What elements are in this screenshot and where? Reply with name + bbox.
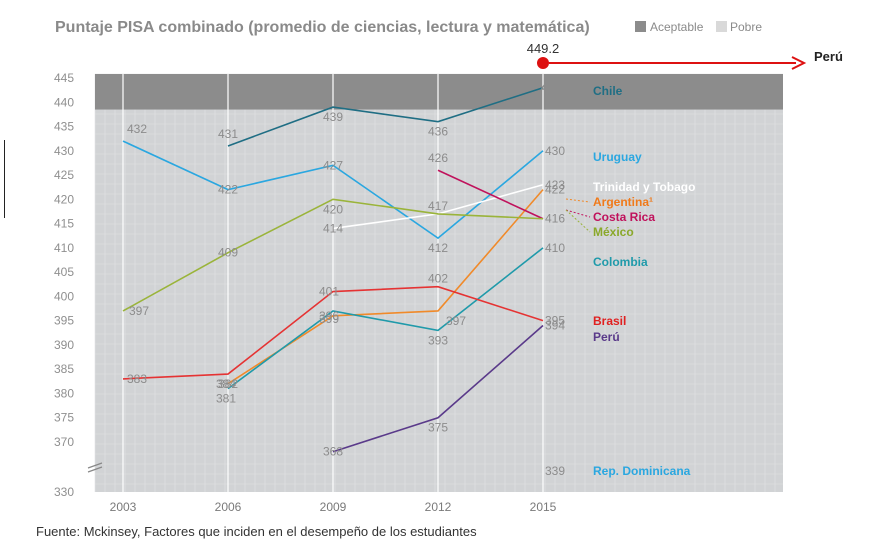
leader-mexico: [565, 209, 591, 233]
legend: Aceptable Pobre: [635, 20, 762, 34]
series-lines: [122, 86, 544, 453]
value-label: 409: [218, 246, 238, 260]
value-label: 394: [545, 319, 565, 333]
y-tick-445: 445: [54, 71, 74, 85]
callout-value: 449.2: [527, 41, 560, 56]
value-label: 402: [428, 272, 448, 286]
x-tick-2006: 2006: [215, 500, 242, 514]
aceptable-band: [95, 74, 783, 110]
value-label: 443: [541, 81, 561, 95]
series-name-colombia: Colombia: [593, 255, 648, 269]
value-label: 395: [545, 314, 565, 328]
series-line-costa-rica: [437, 169, 544, 220]
axis-break: [87, 462, 103, 473]
value-label: 423: [545, 178, 565, 192]
series-name-brasil: Brasil: [593, 314, 626, 328]
y-tick-405: 405: [54, 265, 74, 279]
series-line-per: [332, 324, 544, 453]
series-name-argentina: Argentina¹: [593, 195, 653, 209]
y-tick-425: 425: [54, 168, 74, 182]
value-label: 432: [127, 122, 147, 136]
callout-marker: [537, 57, 549, 69]
chart-title: Puntaje PISA combinado (promedio de cien…: [55, 19, 590, 36]
y-axis: 445 440 435 430 425 420 415 410 405 400 395 390 385 3…: [54, 71, 74, 499]
y-tick-410: 410: [54, 241, 74, 255]
value-label: 414: [323, 221, 343, 235]
value-label: 420: [323, 202, 343, 216]
y-tick-380: 380: [54, 386, 74, 400]
peru-callout: 449.2 Perú: [527, 41, 843, 70]
x-tick-2003: 2003: [110, 500, 137, 514]
leader-argentina: [565, 198, 591, 203]
callout-arrowhead: [791, 56, 807, 70]
value-label: 339: [545, 464, 565, 478]
y-tick-370: 370: [54, 435, 74, 449]
value-label: 375: [428, 421, 448, 435]
value-label: 399: [319, 312, 339, 326]
y-tick-435: 435: [54, 120, 74, 134]
value-label: 383: [127, 372, 147, 386]
plot-background: [95, 74, 783, 492]
series-line-brasil: [122, 285, 544, 380]
value-label: 397: [446, 314, 466, 328]
value-label: 431: [218, 127, 238, 141]
legend-label-pobre: Pobre: [730, 20, 762, 34]
legend-swatch-aceptable: [635, 21, 646, 32]
value-label: 422: [218, 183, 238, 197]
y-tick-415: 415: [54, 217, 74, 231]
value-label: 382: [218, 377, 238, 391]
callout-label: Perú: [814, 49, 843, 64]
source-note: Fuente: Mckinsey, Factores que inciden e…: [36, 524, 477, 539]
x-axis: 2003 2006 2009 2012 2015: [110, 500, 557, 514]
value-label: 368: [323, 445, 343, 459]
y-tick-440: 440: [54, 95, 74, 109]
series-line-colombia: [227, 247, 544, 390]
y-tick-400: 400: [54, 289, 74, 303]
value-label: 417: [428, 199, 448, 213]
leader-costa-rica: [565, 209, 591, 218]
value-label: 436: [428, 125, 448, 139]
y-tick-375: 375: [54, 411, 74, 425]
value-label: 439: [323, 110, 343, 124]
year-gridlines: [122, 74, 544, 492]
y-tick-385: 385: [54, 362, 74, 376]
y-tick-430: 430: [54, 144, 74, 158]
value-label: 381: [216, 392, 236, 406]
value-label: 430: [545, 144, 565, 158]
left-edge-marker: [4, 140, 5, 218]
y-tick-330: 330: [54, 485, 74, 499]
value-label: 416: [545, 212, 565, 226]
series-line-uruguay: [122, 140, 544, 240]
value-label: 410: [545, 241, 565, 255]
x-tick-2009: 2009: [320, 500, 347, 514]
value-label: 384: [216, 377, 236, 391]
series-name-uruguay: Uruguay: [593, 150, 642, 164]
series-line-m-xico: [122, 198, 544, 312]
series-name-costa-rica: Costa Rica: [593, 210, 655, 224]
value-labels: 4314394364434324224274124304144174233823…: [127, 81, 565, 478]
y-tick-395: 395: [54, 314, 74, 328]
value-label: 393: [428, 333, 448, 347]
series-name-m-xico: México: [593, 225, 634, 239]
x-tick-2015: 2015: [530, 500, 557, 514]
series-name-chile: Chile: [593, 84, 623, 98]
y-tick-390: 390: [54, 338, 74, 352]
value-label: 397: [129, 304, 149, 318]
value-label: 412: [428, 241, 448, 255]
y-tick-420: 420: [54, 192, 74, 206]
series-name-per: Perú: [593, 330, 620, 344]
value-label: 426: [428, 151, 448, 165]
legend-label-aceptable: Aceptable: [650, 20, 704, 34]
value-label: 396: [319, 309, 339, 323]
series-name-rep-dominicana: Rep. Dominicana: [593, 464, 691, 478]
series-name-trinidad-y-tobago: Trinidad y Tobago: [593, 180, 695, 194]
series-line-chile: [227, 86, 544, 147]
value-label: 427: [323, 158, 343, 172]
value-label: 401: [319, 285, 339, 299]
value-label: 422: [545, 183, 565, 197]
legend-swatch-pobre: [716, 21, 727, 32]
x-tick-2012: 2012: [425, 500, 452, 514]
